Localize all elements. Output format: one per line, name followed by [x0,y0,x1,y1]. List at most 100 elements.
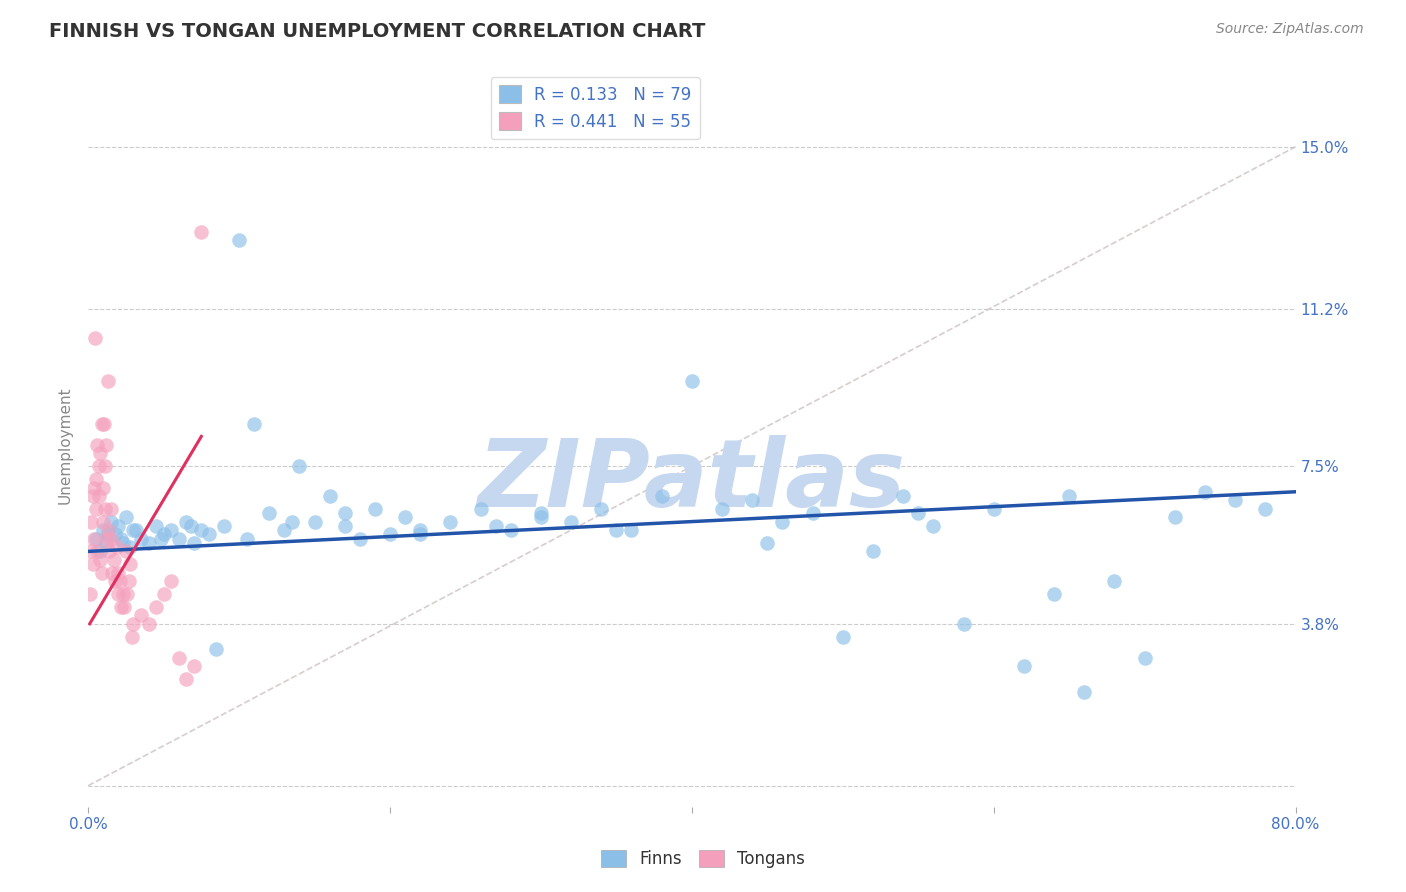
Point [111,536,134,550]
Point [84,532,107,546]
Text: ZIPatlas: ZIPatlas [478,435,905,527]
Point [1194,484,1216,499]
Point [91,481,114,495]
Point [1133,651,1156,665]
Point [97,374,120,388]
Point [79,544,101,558]
Point [530,506,553,520]
Point [145,599,167,614]
Point [107,519,129,533]
Point [120,557,142,571]
Point [94,501,117,516]
Point [138,536,160,550]
Point [651,489,673,503]
Point [183,536,205,550]
Point [907,506,929,520]
Point [891,489,914,503]
Point [228,234,250,248]
Point [79,587,101,601]
Point [90,566,112,580]
Point [138,616,160,631]
Point [235,532,257,546]
Point [304,515,326,529]
Point [409,527,432,541]
Point [394,510,416,524]
Point [118,574,141,589]
Point [84,472,107,486]
Point [190,523,212,537]
Text: FINNISH VS TONGAN UNEMPLOYMENT CORRELATION CHART: FINNISH VS TONGAN UNEMPLOYMENT CORRELATI… [49,22,706,41]
Point [122,616,145,631]
Point [129,608,152,623]
Point [922,519,945,533]
Point [212,519,235,533]
Point [273,523,295,537]
Point [983,501,1005,516]
Point [681,374,703,388]
Point [1012,659,1035,673]
Point [167,651,190,665]
Point [89,553,111,567]
Point [770,515,793,529]
Point [1073,685,1095,699]
Point [120,540,142,554]
Point [93,417,115,431]
Point [80,515,103,529]
Point [149,532,172,546]
Legend: Finns, Tongans: Finns, Tongans [595,843,811,875]
Point [180,519,202,533]
Point [364,501,387,516]
Point [82,489,104,503]
Point [318,489,340,503]
Point [167,532,190,546]
Point [333,519,356,533]
Point [104,574,127,589]
Point [530,510,553,524]
Point [96,532,118,546]
Point [560,515,582,529]
Point [485,519,508,533]
Point [190,225,212,239]
Point [205,642,228,657]
Point [1043,587,1066,601]
Point [108,574,131,589]
Point [97,523,120,537]
Point [84,501,107,516]
Point [174,515,197,529]
Point [183,659,205,673]
Point [100,532,122,546]
Point [86,438,108,452]
Point [97,527,120,541]
Point [100,501,122,516]
Point [91,515,114,529]
Point [110,599,132,614]
Point [83,532,105,546]
Point [439,515,461,529]
Point [89,544,111,558]
Point [107,566,129,580]
Point [620,523,643,537]
Legend: R = 0.133   N = 79, R = 0.441   N = 55: R = 0.133 N = 79, R = 0.441 N = 55 [491,77,700,139]
Point [831,630,853,644]
Point [1057,489,1080,503]
Point [160,574,183,589]
Point [333,506,356,520]
Point [145,519,167,533]
Point [470,501,492,516]
Point [1164,510,1187,524]
Point [288,459,311,474]
Point [378,527,401,541]
Point [104,527,127,541]
Point [91,523,114,537]
Point [1225,493,1247,508]
Point [152,527,174,541]
Point [711,501,734,516]
Point [756,536,779,550]
Text: Source: ZipAtlas.com: Source: ZipAtlas.com [1216,22,1364,37]
Point [87,459,110,474]
Point [98,544,121,558]
Point [349,532,371,546]
Point [1104,574,1126,589]
Point [96,438,118,452]
Point [105,540,128,554]
